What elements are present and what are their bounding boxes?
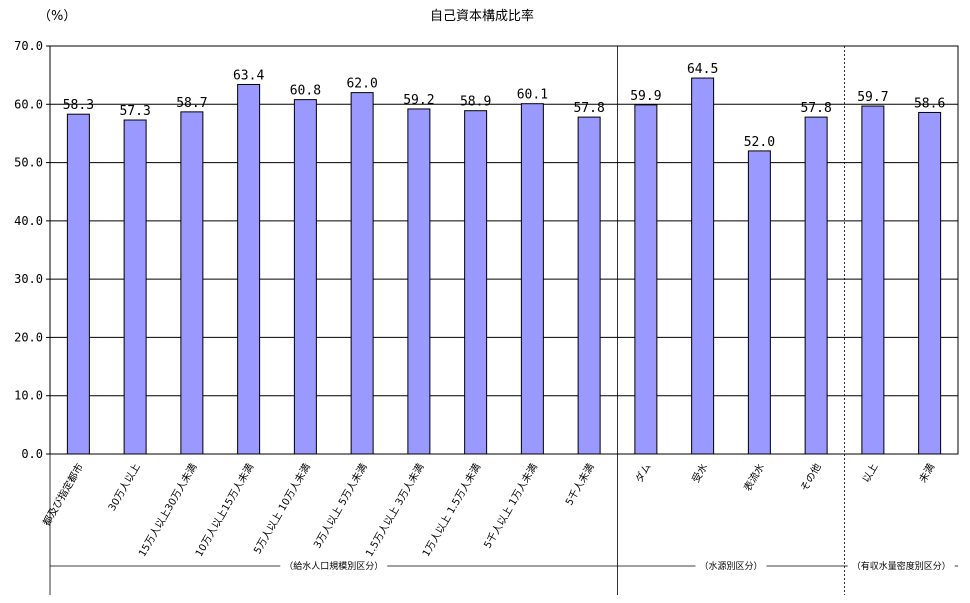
y-tick-label: 10.0 — [14, 389, 43, 403]
category-label: 都及び指定都市 — [40, 461, 86, 528]
data-label: 57.3 — [119, 104, 150, 119]
y-tick-label: 20.0 — [14, 330, 43, 344]
chart-title: 自己資本構成比率 — [430, 8, 534, 24]
bar — [747, 150, 771, 455]
group-label: （水源別区分） — [699, 560, 762, 572]
bar — [861, 105, 885, 455]
category-label: 15万人以上30万人未満 — [136, 462, 199, 559]
bar — [123, 119, 147, 455]
data-label: 52.0 — [744, 135, 775, 150]
category-label: 未満 — [917, 462, 937, 485]
category-label: 5千人未満 — [563, 462, 597, 508]
data-label: 63.4 — [233, 68, 264, 83]
bar — [918, 111, 942, 455]
category-label: 1.5万人以上 3万人未満 — [363, 462, 426, 559]
data-label: 58.9 — [460, 95, 491, 110]
category-label: その他 — [797, 461, 823, 493]
bar — [520, 103, 544, 455]
bar — [691, 77, 715, 455]
bar — [293, 99, 317, 455]
data-label: 60.8 — [290, 84, 321, 99]
category-label: 5千人以上 1万人未満 — [482, 462, 540, 551]
bar — [350, 92, 374, 455]
group-label: （給水人口規模別区分） — [284, 560, 383, 572]
category-label: 10万人以上15万人未満 — [193, 462, 256, 559]
bar — [634, 104, 658, 455]
y-tick-label: 0.0 — [21, 447, 43, 461]
category-label: 受水 — [690, 462, 710, 485]
data-label: 62.0 — [346, 77, 377, 92]
category-label: 以上 — [860, 462, 880, 485]
y-tick-label: 40.0 — [14, 214, 43, 228]
data-label: 57.8 — [800, 101, 831, 116]
y-tick-label: 50.0 — [14, 156, 43, 170]
bar — [804, 116, 828, 455]
category-label: 3万人以上 5万人未満 — [311, 462, 369, 551]
category-label: 30万人以上 — [106, 462, 143, 514]
y-tick-label: 30.0 — [14, 272, 43, 286]
bar — [180, 111, 204, 455]
data-label: 64.5 — [687, 62, 718, 77]
data-label: 58.6 — [914, 96, 945, 111]
bar — [577, 116, 601, 455]
category-label: 1万人以上 1.5万人未満 — [420, 462, 483, 559]
y-axis-unit-label: （%） — [38, 9, 76, 24]
category-label: ダム — [632, 461, 653, 485]
group-label: （有収水量密度別区分） — [852, 560, 951, 572]
y-tick-label: 70.0 — [14, 39, 43, 53]
bar — [464, 110, 488, 455]
bar — [66, 113, 90, 455]
category-label: 5万人以上 10万人未満 — [251, 462, 313, 557]
bar — [407, 108, 431, 455]
data-label: 59.7 — [857, 90, 888, 105]
bar — [237, 83, 261, 455]
data-label: 58.3 — [63, 98, 94, 113]
data-label: 60.1 — [517, 88, 548, 103]
plot-area: 0.0 10.0 20.0 30.0 40.0 50.0 60.0 70.0 58.3 都及び指定… — [14, 39, 959, 595]
data-label: 57.8 — [573, 101, 604, 116]
category-label: 表流水 — [741, 461, 767, 493]
data-label: 59.2 — [403, 93, 434, 108]
data-label: 59.9 — [630, 89, 661, 104]
data-label: 58.7 — [176, 96, 207, 111]
y-tick-label: 60.0 — [14, 97, 43, 111]
